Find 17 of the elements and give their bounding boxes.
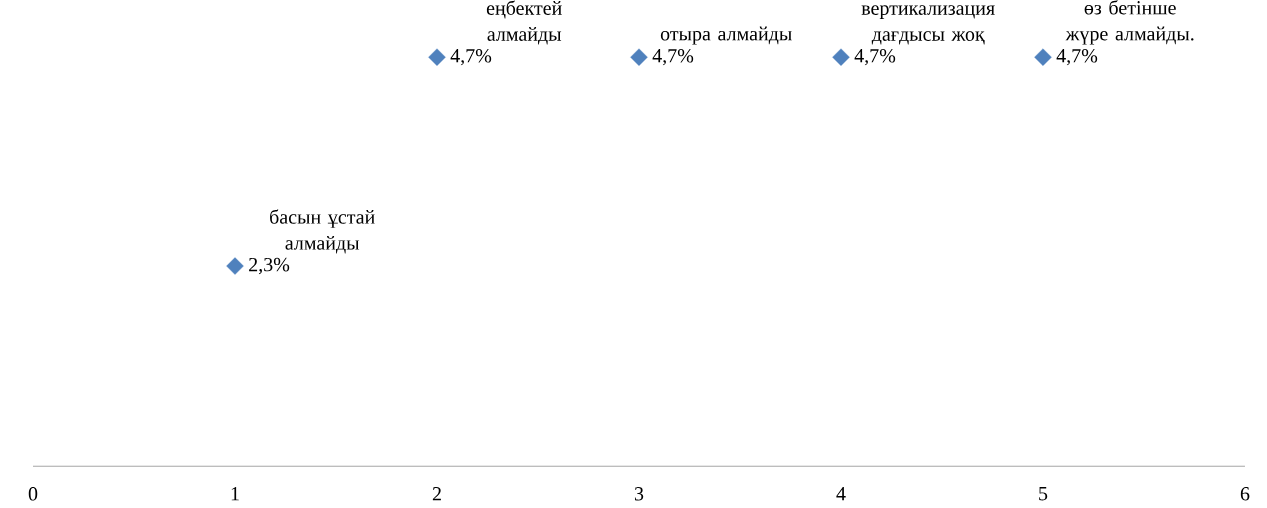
data-label: 4,7% — [854, 48, 896, 66]
x-tick-label: 3 — [634, 487, 644, 501]
data-label: 4,7% — [1056, 48, 1098, 66]
annotation: еңбектей алмайды — [486, 0, 562, 45]
annotation: отыра алмайды — [660, 26, 792, 45]
x-tick-label: 4 — [836, 487, 846, 501]
annotation: вертикализация дағдысы жоқ — [861, 5, 995, 45]
x-tick-label: 2 — [432, 487, 441, 501]
data-label: 4,7% — [652, 48, 694, 66]
x-tick-label: 6 — [1240, 487, 1250, 501]
x-tick-label: 5 — [1039, 486, 1048, 501]
data-label: 4,7% — [450, 48, 492, 66]
annotation: басын ұстай алмайды — [270, 209, 375, 254]
x-tick-label: 0 — [28, 486, 38, 501]
x-tick-label: 1 — [231, 486, 239, 501]
annotation: өз бетінше жүре алмайды. — [1065, 0, 1194, 45]
data-label: 2,3% — [249, 257, 290, 275]
